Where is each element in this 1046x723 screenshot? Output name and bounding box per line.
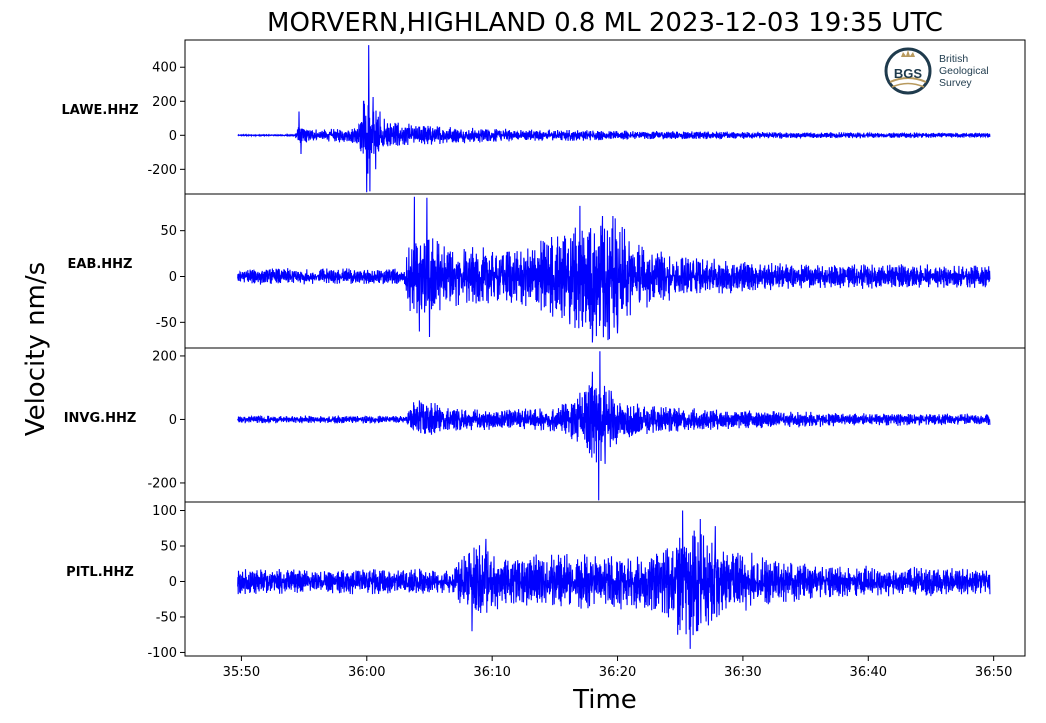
- x-tick-label: 36:00: [348, 665, 385, 680]
- y-tick-label: 0: [169, 129, 177, 144]
- y-tick-label: -200: [147, 476, 177, 491]
- station-label: EAB.HHZ: [68, 257, 133, 272]
- y-tick-label: 200: [152, 95, 177, 110]
- y-tick-label: 0: [169, 575, 177, 590]
- station-label: PITL.HHZ: [66, 565, 134, 580]
- bgs-logo-mark: BGS: [894, 66, 923, 81]
- bgs-logo-line-2: Geological: [939, 65, 989, 77]
- x-tick-label: 36:20: [599, 665, 636, 680]
- bgs-logo-line-3: Survey: [939, 77, 972, 89]
- y-tick-label: -100: [147, 646, 177, 661]
- bgs-logo-line-1: British: [939, 53, 968, 65]
- bgs-logo: BGS British Geological Survey: [884, 47, 989, 95]
- x-axis: 35:50 36:00 36:10 36:20 36:30 36:40 36:50: [223, 656, 1012, 680]
- panel-eab-hhz: 50 0 -50 EAB.HHZ: [68, 193, 1026, 349]
- y-axis-label: Velocity nm/s: [21, 262, 51, 436]
- x-tick-label: 35:50: [223, 665, 260, 680]
- y-tick-label: -50: [156, 316, 177, 331]
- y-tick-label: 0: [169, 270, 177, 285]
- waveform-trace: [237, 45, 991, 193]
- waveform-trace: [237, 351, 991, 501]
- panel-invg-hhz: 200 0 -200 INVG.HHZ: [64, 347, 1026, 503]
- y-tick-label: -50: [156, 610, 177, 625]
- x-tick-label: 36:30: [724, 665, 761, 680]
- panel-lawe-hhz: 400 200 0 -200 LAWE.HHZ: [61, 39, 1026, 195]
- x-tick-label: 36:50: [975, 665, 1012, 680]
- bgs-logo-wave-icon: [889, 77, 927, 83]
- x-axis-label: Time: [572, 685, 637, 715]
- crown-icon: [901, 50, 915, 57]
- y-tick-label: 400: [152, 61, 177, 76]
- chart-title: MORVERN,HIGHLAND 0.8 ML 2023-12-03 19:35…: [267, 8, 943, 38]
- waveform-trace: [237, 510, 991, 649]
- x-tick-label: 36:40: [850, 665, 887, 680]
- station-label: INVG.HHZ: [64, 411, 137, 426]
- y-tick-label: 200: [152, 349, 177, 364]
- waveform-trace: [237, 196, 991, 343]
- y-tick-label: 50: [160, 540, 177, 555]
- panel-frame: [184, 501, 1026, 657]
- y-tick-label: -200: [147, 163, 177, 178]
- trace-panels: 400 200 0 -200 LAWE.HHZ 50 0 -50 EAB.HHZ 200 0 -200…: [61, 39, 1026, 661]
- bgs-logo-ring-icon: [884, 47, 932, 95]
- y-tick-label: 0: [169, 413, 177, 428]
- y-tick-label: 100: [152, 504, 177, 519]
- bgs-logo-wave2-icon: [891, 82, 925, 88]
- x-tick-label: 36:10: [473, 665, 510, 680]
- y-tick-label: 50: [160, 224, 177, 239]
- panel-pitl-hhz: 100 50 0 -50 -100 PITL.HHZ: [66, 501, 1026, 661]
- station-label: LAWE.HHZ: [61, 103, 138, 118]
